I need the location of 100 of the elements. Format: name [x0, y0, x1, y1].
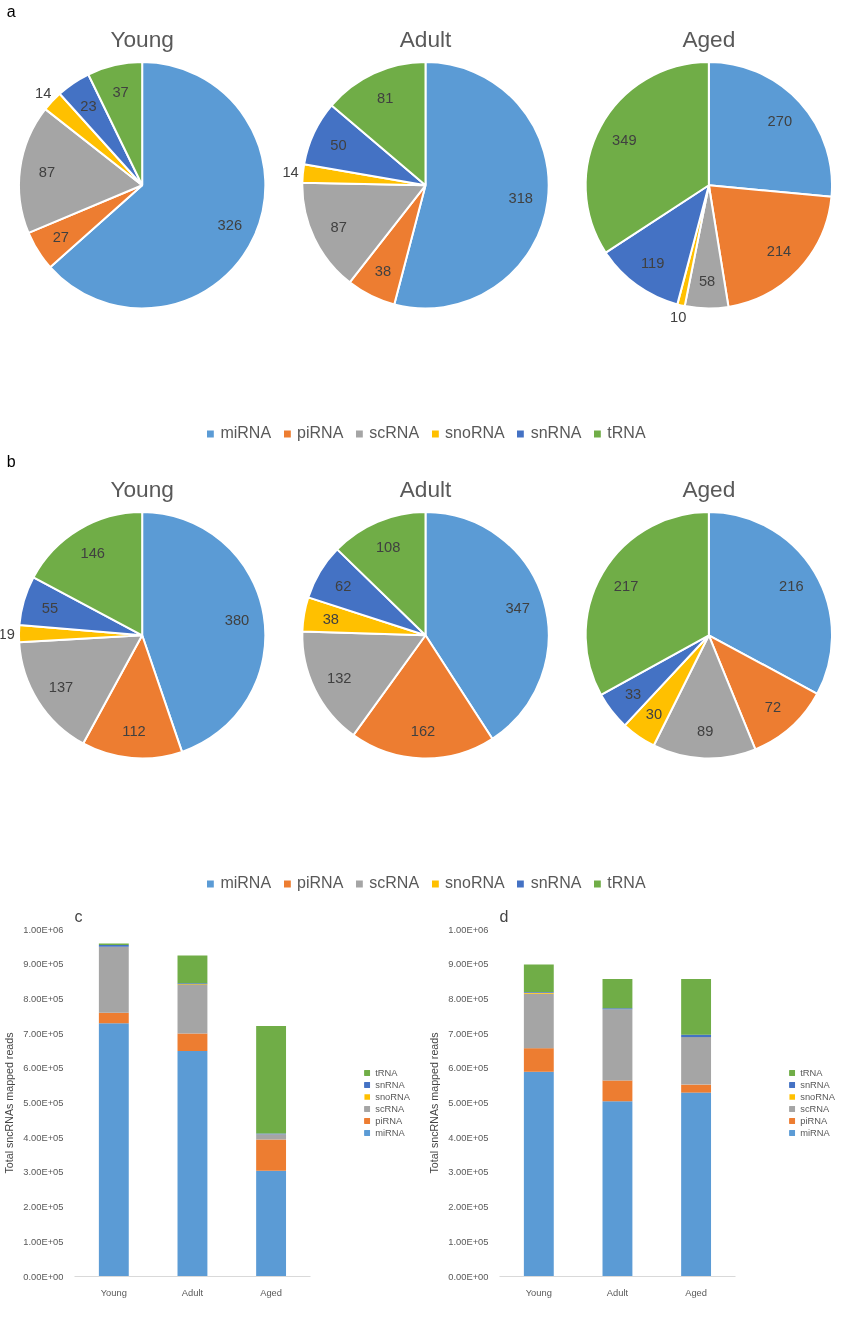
data-label: 14 [282, 164, 299, 181]
legend-label: snRNA [800, 1079, 830, 1090]
y-tick-label: 1.00E+06 [448, 924, 489, 935]
x-tick-label: Adult [606, 1287, 629, 1298]
data-label: 81 [377, 90, 394, 107]
legend-label: snRNA [530, 874, 582, 892]
x-tick-label: Aged [685, 1287, 707, 1298]
legend-label: piRNA [375, 1115, 403, 1126]
data-label: 87 [330, 218, 347, 235]
slice-label: Aged [682, 26, 736, 53]
data-label: 119 [640, 255, 665, 272]
x-tick-label: Young [525, 1287, 552, 1298]
text: c [74, 907, 83, 925]
slice-label: Aged [682, 476, 736, 503]
y-axis-title: Total sncRNAs mapped reads [3, 1032, 16, 1174]
y-tick-label: 9.00E+05 [448, 959, 489, 970]
data-label: 217 [613, 578, 639, 595]
text: a [6, 2, 16, 20]
legend-label: piRNA [800, 1115, 828, 1126]
data-label: 19 [0, 625, 15, 642]
data-label: 146 [80, 544, 105, 561]
legend-label: scRNA [369, 424, 420, 442]
y-tick-label: 2.00E+05 [448, 1202, 489, 1213]
y-tick-label: 8.00E+05 [448, 993, 489, 1004]
y-tick-label: 1.00E+05 [23, 1236, 64, 1247]
legend-label: miRNA [220, 874, 272, 892]
x-tick-label: Young [100, 1287, 127, 1298]
y-tick-label: 6.00E+05 [448, 1063, 489, 1074]
data-label: 55 [41, 600, 59, 617]
data-label: 14 [35, 84, 52, 101]
legend-label: tRNA [607, 424, 646, 442]
slice-label: Adult [399, 26, 453, 53]
y-tick-label: 4.00E+05 [448, 1132, 489, 1143]
y-tick-label: 0.00E+00 [23, 1271, 64, 1282]
data-label: 318 [508, 189, 534, 206]
data-label: 349 [612, 131, 637, 148]
legend-label: scRNA [800, 1103, 830, 1114]
y-tick-label: 7.00E+05 [23, 1028, 64, 1039]
y-tick-label: 8.00E+05 [23, 993, 64, 1004]
legend-label: tRNA [607, 874, 646, 892]
y-tick-label: 3.00E+05 [448, 1167, 489, 1178]
data-label: 38 [322, 610, 339, 627]
legend-label: snoRNA [375, 1091, 410, 1102]
data-label: 132 [327, 669, 352, 686]
data-label: 33 [624, 686, 642, 703]
data-label: 270 [767, 112, 793, 129]
y-tick-label: 1.00E+06 [23, 924, 64, 935]
legend-label: tRNA [800, 1067, 823, 1078]
legend-label: piRNA [297, 874, 344, 892]
legend-label: snRNA [530, 424, 582, 442]
y-tick-label: 6.00E+05 [23, 1063, 64, 1074]
data-label: 50 [330, 136, 347, 153]
data-label: 62 [335, 577, 352, 594]
text: d [499, 907, 509, 925]
data-label: 38 [374, 263, 392, 280]
legend-label: scRNA [375, 1103, 405, 1114]
y-tick-label: 5.00E+05 [448, 1098, 489, 1108]
data-label: 37 [112, 83, 129, 100]
y-tick-label: 4.00E+05 [23, 1132, 64, 1143]
legend-label: tRNA [375, 1067, 398, 1078]
y-tick-label: 0.00E+00 [448, 1271, 489, 1282]
data-label: 137 [48, 678, 74, 695]
data-label: 347 [505, 600, 530, 617]
legend-label: snRNA [375, 1079, 405, 1090]
y-tick-label: 7.00E+05 [448, 1028, 489, 1039]
data-label: 87 [38, 164, 56, 181]
data-label: 380 [224, 611, 250, 628]
legend-label: miRNA [800, 1127, 830, 1138]
slice-label: Young [110, 476, 174, 503]
data-label: 27 [52, 228, 70, 245]
data-label: 214 [766, 242, 792, 259]
data-label: 326 [217, 216, 243, 233]
y-tick-label: 2.00E+05 [23, 1202, 64, 1213]
legend-label: snoRNA [445, 424, 505, 442]
data-label: 23 [80, 97, 97, 114]
data-label: 162 [410, 723, 436, 740]
legend-label: piRNA [297, 424, 344, 442]
data-label: 58 [698, 273, 716, 290]
legend-label: miRNA [375, 1127, 405, 1138]
slice-label: Young [110, 26, 174, 53]
legend-label: miRNA [220, 424, 272, 442]
y-tick-label: 1.00E+05 [448, 1236, 489, 1247]
data-label: 216 [779, 578, 804, 595]
data-label: 72 [764, 698, 782, 715]
data-label: 108 [375, 538, 401, 555]
legend-label: snoRNA [445, 874, 505, 892]
x-tick-label: Aged [260, 1287, 282, 1298]
y-tick-label: 3.00E+05 [23, 1167, 64, 1178]
text: b [6, 452, 16, 470]
data-label: 10 [670, 309, 687, 326]
y-tick-label: 5.00E+05 [23, 1098, 64, 1108]
data-label: 89 [697, 723, 714, 740]
slice-label: Adult [399, 476, 453, 503]
y-axis-title: Total sncRNAs mapped reads [428, 1032, 441, 1174]
y-tick-label: 9.00E+05 [23, 959, 64, 970]
legend-label: scRNA [369, 874, 420, 892]
data-label: 30 [645, 706, 663, 723]
x-tick-label: Adult [181, 1287, 204, 1298]
data-label: 112 [122, 723, 146, 740]
legend-label: snoRNA [800, 1091, 835, 1102]
